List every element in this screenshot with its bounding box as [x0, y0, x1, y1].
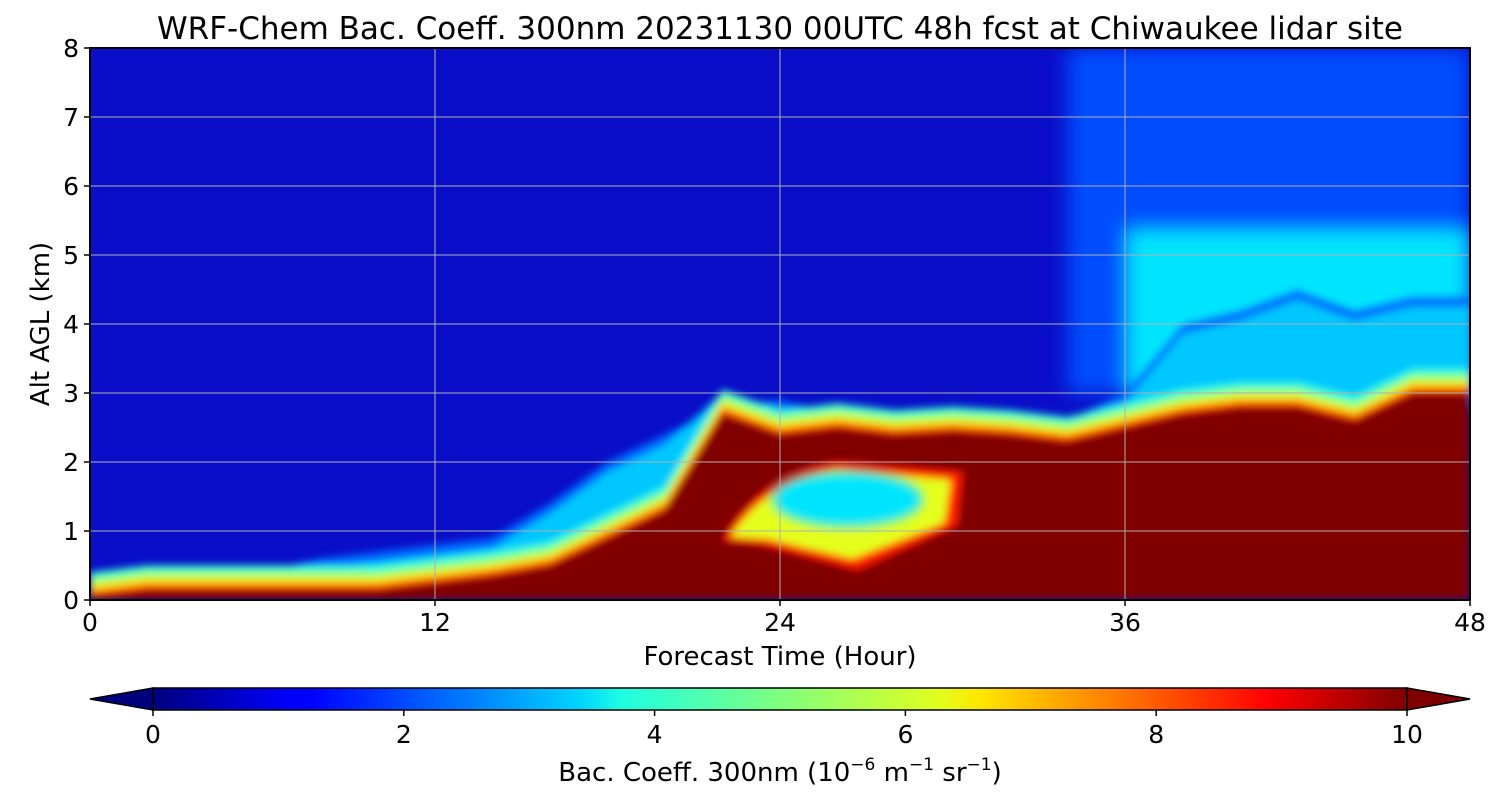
x-tick-label: 24: [764, 608, 796, 637]
x-tick-label: 36: [1109, 608, 1141, 637]
colorbar-tick-label: 4: [647, 720, 663, 749]
y-tick-label: 6: [63, 172, 79, 201]
colorbar-tick-label: 10: [1391, 720, 1423, 749]
colorbar-label-mid: m: [875, 758, 909, 788]
colorbar-tick-label: 6: [897, 720, 913, 749]
y-tick-label: 2: [63, 448, 79, 477]
y-tick-label: 3: [63, 379, 79, 408]
colorbar-label-exp2: −1: [909, 755, 934, 775]
colorbar-extend-high: [1406, 687, 1471, 711]
x-axis-label: Forecast Time (Hour): [643, 642, 916, 672]
y-tick-label: 4: [63, 310, 79, 339]
colorbar-tick-label: 8: [1148, 720, 1164, 749]
colorbar-tick-label: 0: [145, 720, 161, 749]
colorbar-label-exp3: −1: [967, 755, 992, 775]
colorbar-tick-label: 2: [396, 720, 412, 749]
y-tick-label: 5: [63, 241, 79, 270]
y-tick-label: 1: [63, 517, 79, 546]
x-tick-label: 12: [419, 608, 451, 637]
colorbar-body: [152, 687, 1408, 711]
colorbar-extend-low: [89, 687, 154, 711]
colorbar-label-mid2: sr: [934, 758, 967, 788]
chart-title: WRF-Chem Bac. Coeff. 300nm 20231130 00UT…: [157, 11, 1403, 47]
y-tick-label: 8: [63, 34, 79, 63]
colorbar-label: Bac. Coeff. 300nm (10−6 m−1 sr−1): [558, 755, 1001, 788]
colorbar-label-main: Bac. Coeff. 300nm (10: [558, 758, 850, 788]
x-tick-label: 48: [1454, 608, 1486, 637]
y-tick-label: 0: [63, 586, 79, 615]
y-tick-label: 7: [63, 103, 79, 132]
y-axis: 0 1 2 3 4 5 6 7 8: [63, 34, 90, 615]
y-axis-label: Alt AGL (km): [26, 242, 56, 406]
colorbar-label-end: ): [992, 758, 1002, 788]
colorbar-label-exp1: −6: [850, 755, 875, 775]
x-tick-label: 0: [82, 608, 98, 637]
clean-pocket-core: [772, 472, 923, 527]
colorbar: 0 2 4 6 8 10 Bac. Coeff. 300nm (10−6 m−1 sr−1…: [89, 687, 1471, 788]
x-axis: 0 12 24 36 48: [82, 600, 1486, 637]
